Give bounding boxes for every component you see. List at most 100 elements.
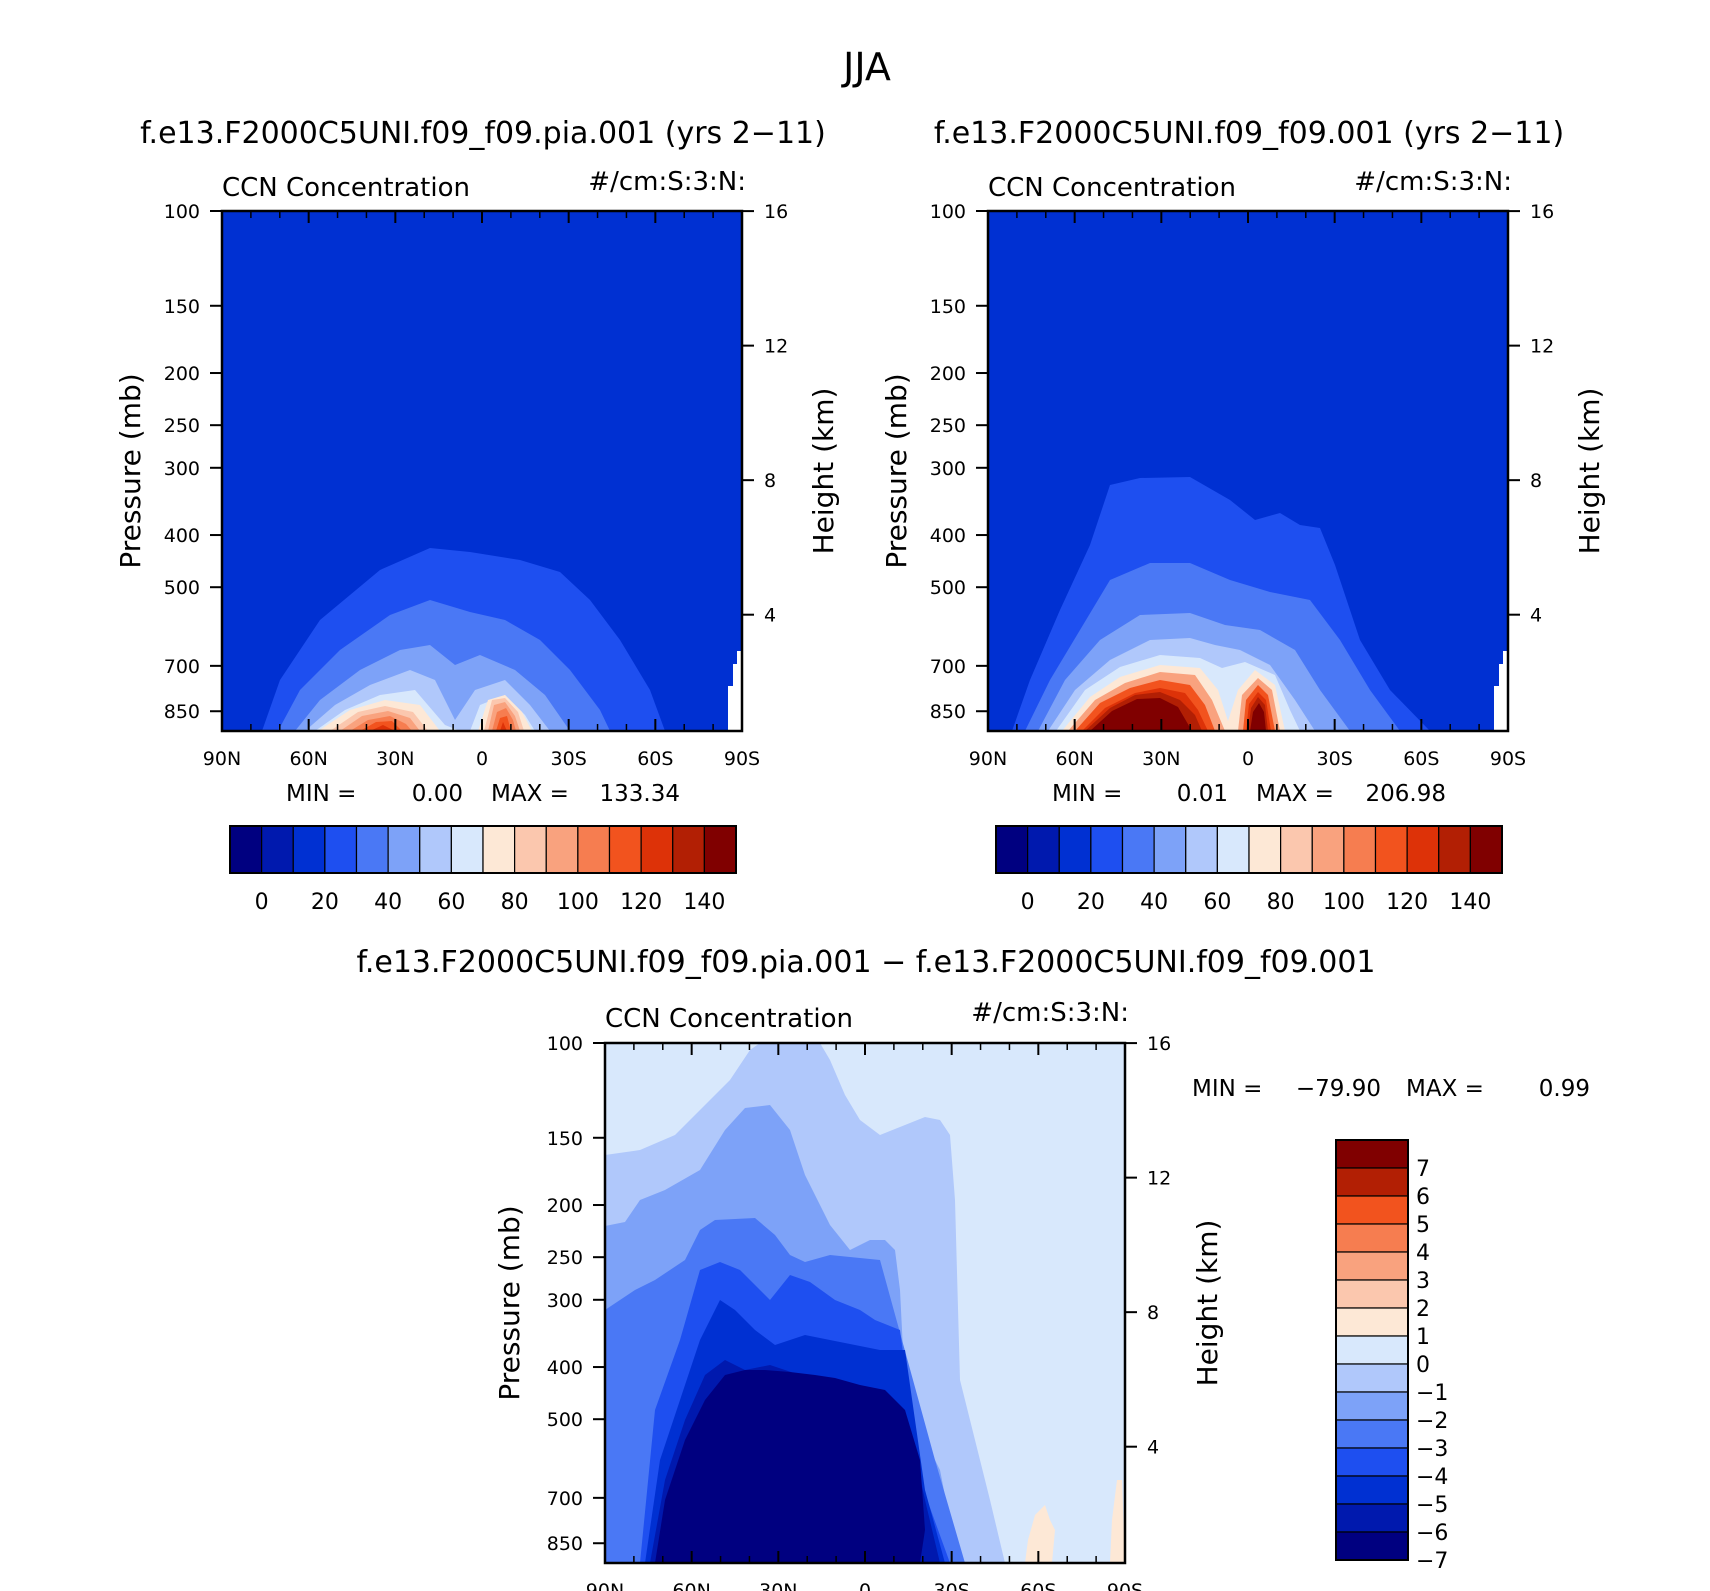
x-tick-label: 90S (724, 748, 760, 770)
panel-pia: f.e13.F2000C5UNI.f09_f09.pia.001 (yrs 2−… (114, 116, 840, 915)
colorbar-box (995, 825, 1029, 874)
x-tick-label: 30S (1317, 748, 1353, 770)
colorbar-box (1216, 825, 1250, 874)
panel-pia-y2label: Height (km) (807, 388, 840, 555)
colorbar-box (1438, 825, 1471, 874)
x-tick-label: 30N (759, 1580, 797, 1591)
colorbar-box (419, 825, 452, 874)
colorbar-tick-label: 140 (683, 890, 725, 915)
panel-diff-min-value: −79.90 (1296, 1076, 1381, 1102)
colorbar-box (229, 825, 263, 874)
panel-pia-contours (222, 211, 742, 731)
colorbar-tick-label: 20 (1077, 890, 1105, 915)
panel-diff: f.e13.F2000C5UNI.f09_f09.pia.001 − f.e13… (356, 945, 1590, 1591)
y-tick-label: 250 (930, 415, 966, 437)
y-tick-label: 250 (547, 1247, 583, 1269)
colorbar-box (577, 825, 611, 874)
y-tick-label: 850 (930, 701, 966, 723)
x-tick-label: 60N (672, 1580, 710, 1591)
colorbar-tick-label: 4 (1416, 1241, 1430, 1266)
colorbar-box (1335, 1195, 1409, 1225)
panel-control-min-label: MIN = (1052, 781, 1122, 807)
colorbar-box (1335, 1475, 1409, 1505)
figure-title: JJA (841, 45, 891, 89)
panel-diff-max-label: MAX = (1406, 1076, 1484, 1102)
y-tick-label: 150 (164, 296, 200, 318)
colorbar-box (355, 825, 389, 874)
colorbar-box (1469, 825, 1503, 874)
y-tick-label: 300 (547, 1290, 583, 1312)
x-tick-label: 30N (376, 748, 414, 770)
colorbar-box (387, 825, 421, 874)
y-tick-label: 400 (164, 525, 200, 547)
colorbar-tick-label: −1 (1416, 1381, 1448, 1406)
x-tick-label: 60N (1055, 748, 1093, 770)
panel-pia-ylabel: Pressure (mb) (114, 373, 147, 568)
panel-control: f.e13.F2000C5UNI.f09_f09.001 (yrs 2−11) … (880, 116, 1606, 915)
colorbar-box (1374, 825, 1408, 874)
colorbar-tick-label: 0 (1416, 1353, 1430, 1378)
colorbar-box (292, 825, 326, 874)
x-tick-label: 30S (934, 1580, 970, 1591)
colorbar-box (1280, 825, 1313, 874)
y-tick-label: 500 (930, 577, 966, 599)
panel-pia-right-string: #/cm:S:3:N: (588, 167, 746, 197)
colorbar-box (1185, 825, 1218, 874)
colorbar-tick-label: −3 (1416, 1437, 1448, 1462)
panel-control-max-value: 206.98 (1366, 781, 1446, 807)
x-tick-label: 30N (1142, 748, 1180, 770)
colorbar-box (703, 825, 737, 874)
panel-pia-fill-level-10 (360, 716, 511, 731)
colorbar-tick-label: 100 (557, 890, 599, 915)
y-tick-label: 400 (547, 1357, 583, 1379)
colorbar-tick-label: 2 (1416, 1297, 1430, 1322)
y-tick-label: 200 (164, 363, 200, 385)
y-tick-label: 100 (164, 201, 200, 223)
colorbar-box (1311, 825, 1345, 874)
x-tick-label: 90N (969, 748, 1007, 770)
colorbar-box (261, 825, 294, 874)
colorbar-box (1153, 825, 1187, 874)
colorbar-box (1121, 825, 1155, 874)
colorbar-tick-label: 120 (620, 890, 662, 915)
colorbar-box (1343, 825, 1377, 874)
colorbar-tick-label: 40 (374, 890, 402, 915)
panel-diff-contours (605, 1043, 1125, 1563)
panel-diff-title: f.e13.F2000C5UNI.f09_f09.pia.001 − f.e13… (356, 945, 1375, 980)
y-tick-label: 300 (164, 458, 200, 480)
y-tick-label: 400 (930, 525, 966, 547)
colorbar-tick-label: −4 (1416, 1465, 1448, 1490)
y-tick-label: 850 (164, 701, 200, 723)
colorbar-tick-label: 6 (1416, 1185, 1430, 1210)
colorbar-tick-label: −2 (1416, 1409, 1448, 1434)
colorbar-box (1335, 1531, 1409, 1561)
colorbar-tick-label: 5 (1416, 1213, 1430, 1238)
y2-tick-label: 12 (1147, 1168, 1171, 1190)
panel-diff-fill-positive (1025, 1505, 1055, 1563)
panel-control-max-label: MAX = (1256, 781, 1334, 807)
colorbar-tick-label: −7 (1416, 1549, 1448, 1574)
colorbar-box (1335, 1335, 1409, 1365)
panel-control-axes: 90N 60N 30N 0 30S 60S 90S 100 150 200 250 300 400 500… (930, 201, 1554, 770)
colorbar-box (640, 825, 674, 874)
x-tick-label: 60S (637, 748, 673, 770)
colorbar-tick-label: 60 (1203, 890, 1231, 915)
colorbar-box (1335, 1139, 1409, 1169)
colorbar-box (608, 825, 642, 874)
colorbar-box (1335, 1223, 1409, 1253)
colorbar-box (545, 825, 579, 874)
colorbar-box (672, 825, 705, 874)
colorbar-box (1335, 1279, 1409, 1309)
y2-tick-label: 16 (764, 201, 788, 223)
y2-tick-label: 12 (1530, 336, 1554, 358)
panel-pia-left-string: CCN Concentration (222, 173, 470, 203)
y2-tick-label: 8 (764, 470, 776, 492)
y-tick-label: 200 (930, 363, 966, 385)
y-tick-label: 500 (547, 1409, 583, 1431)
y2-tick-label: 8 (1530, 470, 1542, 492)
y2-tick-label: 16 (1530, 201, 1554, 223)
colorbar-box (1058, 825, 1092, 874)
colorbar-tick-label: 120 (1386, 890, 1428, 915)
y2-tick-label: 16 (1147, 1033, 1171, 1055)
